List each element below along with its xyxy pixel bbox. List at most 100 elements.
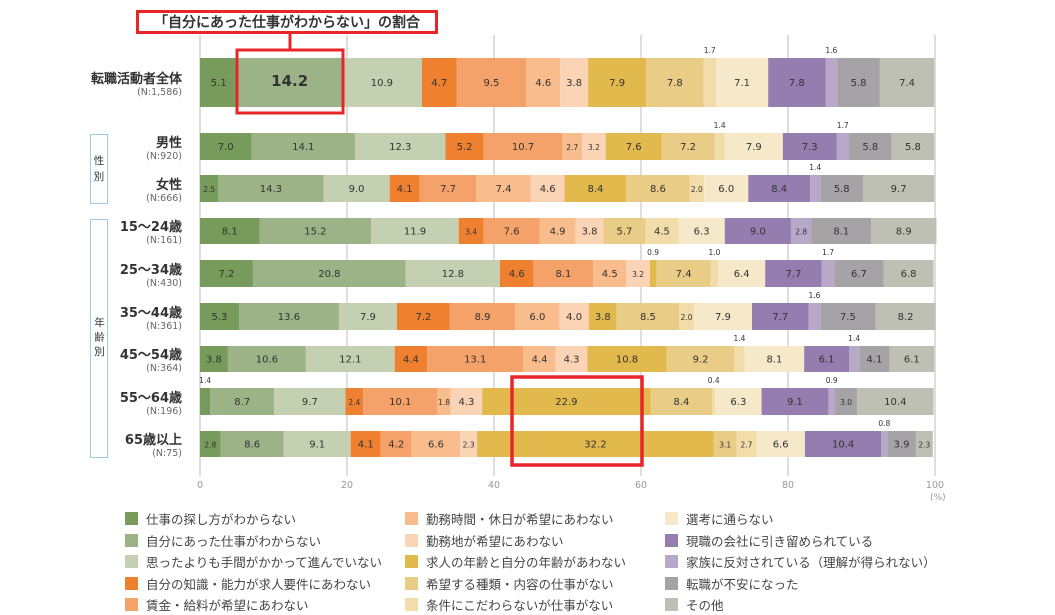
bar-segment [559,303,589,330]
bar-segment [587,346,667,372]
data-label: 8.4 [673,397,689,408]
data-label: 6.3 [694,227,710,238]
legend-label: 自分にあった仕事がわからない [146,534,322,549]
axis-unit: (%) [930,493,946,503]
data-label: 1.7 [837,121,849,130]
category-name: 15〜24歳 [119,220,182,235]
data-label: 4.1 [866,355,882,366]
data-label: 4.6 [509,269,525,280]
bar-segment [323,175,390,202]
data-label: 2.8 [795,228,807,237]
bar-segment [713,431,737,457]
bar-segment [756,431,805,457]
data-label: 5.8 [862,142,878,153]
data-label: 6.3 [730,397,746,408]
bar-segment [879,58,935,107]
bar-segment [564,175,627,202]
category-n: (N:75) [152,448,182,459]
data-label: 12.8 [442,269,464,280]
legend-swatch [125,598,138,611]
x-tick-label: 0 [196,480,204,491]
category-n: (N:666) [146,192,182,204]
data-label: 7.6 [504,227,520,238]
legend-item: 転職が不安になった [665,574,799,593]
legend-label: 仕事の探し方がわからない [146,512,297,527]
data-label: 3.0 [840,398,852,407]
data-label: 3.2 [632,270,644,279]
bar-segment [283,431,351,457]
data-label: 9.1 [787,397,803,408]
data-label: 14.1 [292,142,314,153]
bar-segment [523,346,556,372]
bar-segment [646,58,704,107]
bar-segment [220,431,284,457]
legend-swatch [125,512,138,525]
bar-segment [419,175,477,202]
data-label: 9.7 [891,184,907,195]
data-label: 7.9 [609,78,625,89]
legend-swatch [125,534,138,547]
bar-segment [835,388,858,415]
bar-segment [849,133,892,160]
group-gender-label: 性 別 [90,134,108,204]
bar-segment [666,346,735,372]
data-label: 6.0 [529,312,545,323]
data-label: 1.6 [808,291,820,300]
data-label: 7.4 [496,184,512,195]
data-label: 0.4 [708,376,720,385]
data-label: 7.4 [899,78,915,89]
bar-segment [820,175,863,202]
data-label: 1.0 [709,248,721,257]
bar-segment [712,388,716,415]
data-label: 3.8 [566,78,582,89]
data-label: 0.9 [647,248,659,257]
data-label: 32.2 [584,440,606,451]
data-label: 4.6 [535,78,551,89]
category-label: 45〜54歳 (N:364) [120,344,182,374]
bar-segment [380,431,412,457]
bar-segment [881,431,888,457]
category-name: 女性 [155,177,182,193]
data-label: 7.2 [680,142,696,153]
bar-segment [703,58,716,107]
data-label: 7.3 [802,142,818,153]
x-tick-label: 100 [925,480,945,491]
bar-segment [748,175,811,202]
data-label: 6.6 [773,440,789,451]
bar-segment [456,58,527,107]
bar-segment [560,58,589,107]
category-label: 女性 (N:666) [146,174,182,204]
bar-segment [405,260,500,287]
bar-segment [200,346,228,372]
bar-segment [889,346,935,372]
legend-item: 自分にあった仕事がわからない [125,531,321,550]
bar-segment [693,303,752,330]
data-label: 3.8 [206,355,222,366]
bar-segment [857,388,934,415]
data-label: 5.8 [834,184,850,195]
bar-segment [790,218,812,244]
bar-segment [862,175,935,202]
category-label: 男性 (N:920) [146,132,182,162]
data-label: 1.4 [734,334,746,343]
legend-label: 家族に反対されている（理解が得られない） [686,555,936,570]
data-label: 15.2 [304,227,326,238]
category-label: 15〜24歳 (N:161) [120,216,182,246]
bar-segment [714,133,725,160]
bar-segment [252,260,406,287]
category-name: 45〜54歳 [119,348,182,363]
data-label: 6.1 [819,355,835,366]
data-label: 5.8 [851,78,867,89]
category-label: 65歳以上 (N:75) [125,429,182,459]
bar-segment [259,218,372,244]
bar-segment [305,346,395,372]
data-label: 5.7 [617,227,633,238]
data-label: 14.3 [260,184,282,195]
data-label: 7.9 [746,142,762,153]
bar-segment [200,388,211,415]
legend-swatch [405,512,418,525]
data-label: 8.9 [475,312,491,323]
data-label: 2.7 [566,143,578,152]
data-label: 4.2 [388,440,404,451]
legend-label: 賃金・給料が希望にあわない [146,598,309,613]
